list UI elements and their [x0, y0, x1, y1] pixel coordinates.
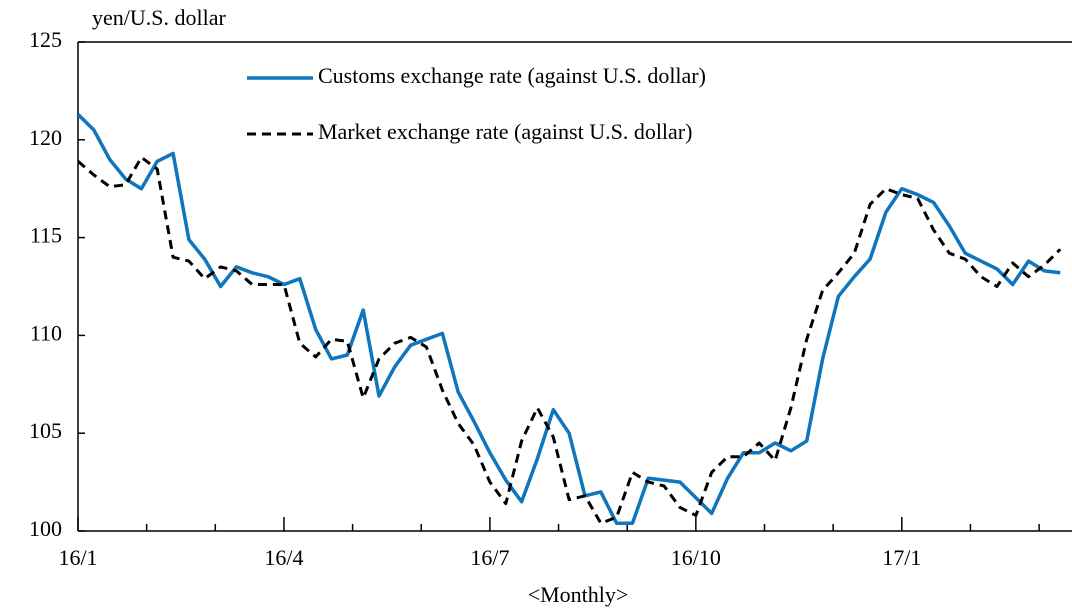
x-tick-label: 16/1	[58, 545, 97, 570]
y-axis-label: yen/U.S. dollar	[92, 5, 226, 30]
x-axis-label: <Monthly>	[528, 582, 629, 607]
series-line	[78, 113, 1061, 525]
x-tick-label: 16/4	[264, 545, 303, 570]
x-tick-label: 16/10	[671, 545, 721, 570]
y-tick-label: 120	[29, 125, 62, 150]
x-tick-label: 17/1	[882, 545, 921, 570]
y-tick-label: 110	[30, 320, 62, 345]
x-tick-label: 16/7	[470, 545, 509, 570]
y-tick-label: 105	[29, 418, 62, 443]
legend-label: Market exchange rate (against U.S. dolla…	[318, 119, 692, 144]
y-tick-label: 115	[30, 223, 62, 248]
y-tick-label: 100	[29, 516, 62, 541]
y-tick-label: 125	[29, 27, 62, 52]
series-line	[78, 155, 1062, 525]
legend-label: Customs exchange rate (against U.S. doll…	[318, 63, 706, 88]
